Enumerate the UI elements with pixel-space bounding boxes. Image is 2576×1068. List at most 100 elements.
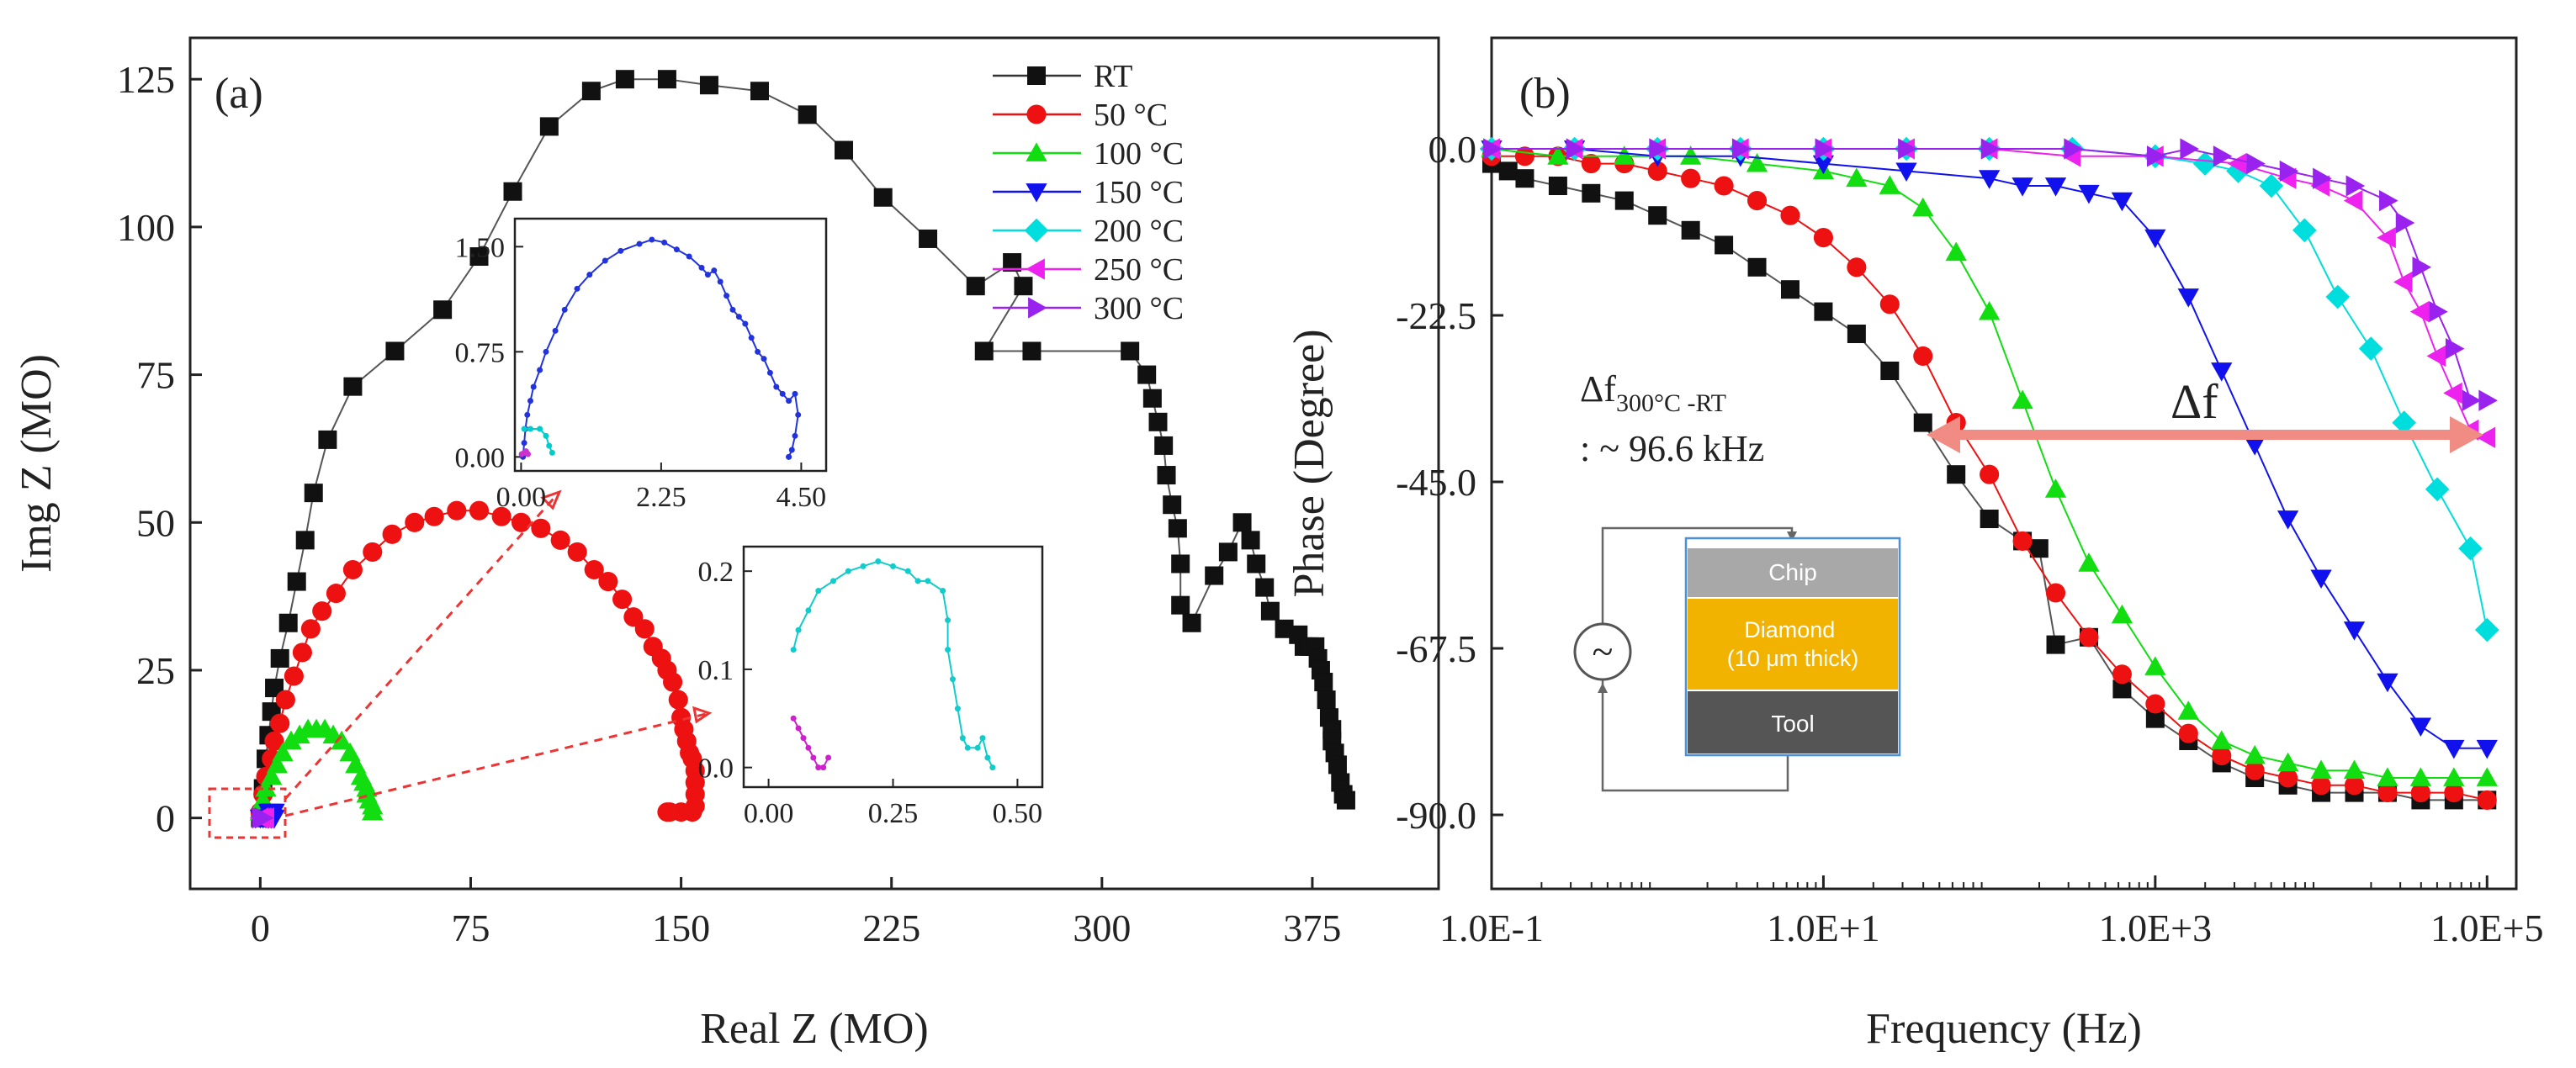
panel-b-point-300-c: [2379, 189, 2398, 212]
a-inset-1-y-tick-label: 0.00: [455, 442, 506, 473]
zoom-arrow-1: [284, 491, 561, 800]
panel-b-point-rt: [2046, 635, 2065, 654]
panel-b-point-200-c: [2192, 151, 2218, 176]
panel-a-point-100-c: [272, 742, 294, 762]
panel-a-point-rt: [1163, 495, 1182, 515]
panel-b-line-300-c: [1492, 147, 2488, 402]
panel-a-point-50-c: [511, 512, 532, 532]
panel-b-point-50-c: [2178, 723, 2198, 743]
panel-a-point-rt: [1148, 412, 1168, 431]
panel-b-point-50-c: [1681, 168, 1701, 188]
panel-a-point-rt: [699, 76, 718, 95]
panel-b-point-150-c: [2177, 288, 2199, 308]
panel-a-chart: 0 75 150 225 300 375 0 25 50 75 100 125 (a) Real Z …: [13, 36, 1440, 1053]
panel-a-point-50-c: [491, 506, 511, 526]
panel-b-point-rt: [1814, 302, 1833, 321]
panel-a-point-rt: [1171, 595, 1190, 615]
panel-a-point-rt: [873, 188, 893, 207]
panel-b-point-150-c: [2144, 229, 2166, 249]
panel-a-point-50-c: [657, 802, 677, 822]
panel-a-y-tick-label: 25: [136, 649, 175, 692]
delta-f-caption: Δf300°C -RT: [1580, 368, 1726, 417]
panel-b-x-tick-label: 1.0E+3: [2099, 907, 2213, 949]
panel-a-point-rt: [539, 117, 559, 136]
panel-a-point-rt: [1241, 531, 1260, 550]
a-inset-2-point-200-c: [950, 676, 956, 683]
a-inset-2-point-250-c: [810, 754, 817, 761]
panel-a-point-50-c: [326, 584, 346, 604]
legend-marker-300-c: [1028, 297, 1047, 319]
panel-b-axis-ticks: 1.0E-1 1.0E+1 1.0E+3 1.0E+5 0.0 -22.5 -45.0 -67…: [1396, 128, 2543, 949]
a-inset-1-point-150-c: [792, 432, 798, 439]
legend-label-rt: RT: [1094, 59, 1132, 94]
panel-b-point-300-c: [2180, 138, 2199, 160]
panel-a-x-tick-label: 300: [1073, 907, 1131, 949]
panel-a-point-50-c: [382, 524, 402, 544]
a-inset-1-point-150-c: [786, 398, 792, 404]
panel-b-point-100-c: [2343, 759, 2366, 780]
a-inset-1-point-150-c: [698, 264, 705, 271]
panel-a-point-100-c: [266, 753, 289, 774]
a-inset-2-y-tick-label: 0.2: [698, 557, 734, 588]
panel-b-point-250-c: [2426, 345, 2446, 367]
panel-a-point-rt: [919, 229, 938, 248]
delta-f-caption-main: Δf: [1580, 368, 1616, 410]
a-inset-1-point-150-c: [530, 383, 537, 390]
panel-a-x-tick-label: 375: [1283, 907, 1341, 949]
panel-a-point-50-c: [363, 542, 383, 562]
panel-a-point-50-c: [300, 619, 321, 639]
a-inset-1-point-150-c: [686, 253, 692, 260]
a-inset-2-series-200-c: [790, 558, 996, 771]
panel-a-point-rt: [318, 430, 337, 449]
a-inset-2-point-250-c: [805, 744, 812, 751]
a-inset-1-x-tick-label: 4.50: [777, 482, 827, 513]
delta-f-arrowhead-left: [1927, 416, 1960, 453]
panel-b-y-tick-label: -45.0: [1396, 461, 1476, 504]
panel-a-point-100-c: [362, 801, 384, 821]
panel-a-point-rt: [1142, 389, 1162, 408]
panel-a-y-tick-label: 75: [136, 354, 175, 397]
panel-b-point-50-c: [2477, 790, 2497, 810]
panel-b-point-rt: [1582, 183, 1601, 203]
a-inset-2-y-tick-label: 0.0: [698, 753, 734, 785]
panel-a-point-rt: [1255, 578, 1275, 597]
panel-b-point-300-c: [2395, 212, 2415, 234]
panel-a-point-rt: [270, 648, 289, 668]
a-inset-1-series-250-c: [518, 448, 532, 457]
panel-b-point-200-c: [2458, 536, 2483, 561]
panel-a-point-50-c: [469, 500, 490, 521]
panel-a-point-rt: [265, 679, 284, 698]
a-inset-1-point-150-c: [561, 306, 568, 313]
a-inset-1-point-150-c: [636, 241, 643, 247]
panel-b-point-300-c: [2429, 300, 2448, 323]
panel-b-point-300-c: [2412, 256, 2432, 278]
panel-b-series-100-c: [1481, 138, 2498, 786]
a-inset-1-point-200-c: [537, 426, 543, 432]
panel-a-point-rt: [1232, 513, 1252, 532]
panel-b-point-rt: [1614, 191, 1634, 210]
panel-a-point-50-c: [284, 666, 304, 686]
panel-a-series-50-c: [250, 500, 705, 822]
panel-b-point-300-c: [1731, 138, 1752, 160]
panel-a-point-rt: [1157, 466, 1176, 485]
a-inset-1-point-150-c: [586, 272, 593, 278]
panel-b-x-tick-label: 1.0E-1: [1439, 907, 1544, 949]
panel-b-point-rt: [1648, 206, 1667, 225]
a-inset-2-point-200-c: [830, 578, 836, 584]
panel-b-point-150-c: [2111, 192, 2133, 212]
panel-b-point-100-c: [1879, 175, 1900, 194]
legend-label-200-c: 200 °C: [1094, 214, 1184, 249]
zoom-arrowhead-1: [540, 489, 562, 510]
a-inset-1-point-150-c: [748, 335, 755, 341]
legend-label-50-c: 50 °C: [1094, 98, 1168, 133]
a-inset-2-point-200-c: [945, 647, 951, 653]
a-inset-1-point-150-c: [711, 267, 718, 274]
panel-a-point-rt: [287, 572, 306, 591]
panel-a-point-100-c: [261, 765, 283, 785]
a-inset-2-point-200-c: [979, 735, 986, 742]
panel-b-point-200-c: [2259, 173, 2284, 198]
panel-b-point-rt: [1515, 169, 1534, 188]
panel-a-point-50-c: [634, 619, 655, 639]
legend-marker-150-c: [1026, 183, 1047, 203]
a-inset-1-series-200-c: [521, 426, 555, 456]
